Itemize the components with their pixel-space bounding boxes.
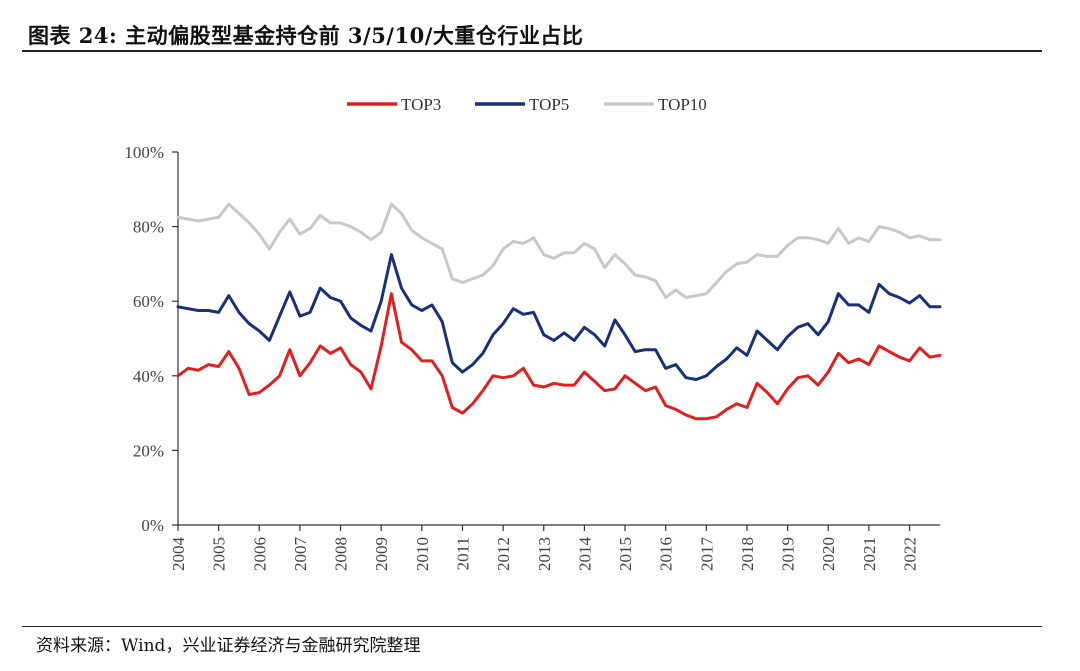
x-tick-label: 2004 bbox=[169, 537, 188, 572]
y-tick-label: 60% bbox=[133, 292, 164, 311]
x-tick-label: 2008 bbox=[332, 537, 351, 571]
x-tick-label: 2015 bbox=[616, 537, 635, 571]
legend-label-top10: TOP10 bbox=[658, 95, 707, 114]
x-tick-label: 2018 bbox=[738, 537, 757, 571]
source-note: 资料来源：Wind，兴业证券经济与金融研究院整理 bbox=[36, 636, 421, 656]
x-tick-label: 2017 bbox=[697, 537, 716, 572]
x-tick-label: 2009 bbox=[372, 537, 391, 571]
x-tick-label: 2012 bbox=[494, 537, 513, 571]
chart-series bbox=[176, 202, 942, 421]
y-tick-label: 20% bbox=[133, 441, 164, 460]
series-line-top10 bbox=[176, 202, 942, 299]
x-tick-label: 2007 bbox=[291, 537, 310, 572]
legend-label-top3: TOP3 bbox=[401, 95, 441, 114]
y-tick-label: 100% bbox=[124, 143, 164, 162]
x-tick-label: 2022 bbox=[901, 537, 920, 571]
x-tick-label: 2013 bbox=[535, 537, 554, 571]
y-tick-label: 0% bbox=[141, 516, 164, 535]
x-tick-label: 2020 bbox=[819, 537, 838, 571]
bottom-rule bbox=[22, 626, 1042, 627]
x-tick-label: 2005 bbox=[210, 537, 229, 571]
figure-header: 图表 24: 主动偏股型基金持仓前 3/5/10/大重仓行业占比 bbox=[22, 12, 1042, 50]
x-tick-label: 2014 bbox=[575, 537, 594, 572]
x-tick-label: 2011 bbox=[453, 537, 472, 570]
series-line-top5 bbox=[176, 253, 942, 381]
y-tick-label: 80% bbox=[133, 218, 164, 237]
chart-axes: 0% 20% 40% 60% 80% 100% 2004 2005 2006 2007 2008 20… bbox=[124, 143, 940, 571]
legend-label-top5: TOP5 bbox=[529, 95, 569, 114]
x-tick-label: 2021 bbox=[860, 537, 879, 571]
x-tick-label: 2010 bbox=[413, 537, 432, 571]
y-tick-label: 40% bbox=[133, 367, 164, 386]
top-rule bbox=[22, 50, 1042, 52]
series-line-top3 bbox=[176, 292, 942, 421]
x-tick-label: 2016 bbox=[657, 537, 676, 571]
x-tick-label: 2019 bbox=[779, 537, 798, 571]
figure-title: 图表 24: 主动偏股型基金持仓前 3/5/10/大重仓行业占比 bbox=[28, 23, 584, 48]
chart-legend: TOP3 TOP5 TOP10 bbox=[347, 95, 707, 114]
x-tick-label: 2006 bbox=[250, 537, 269, 571]
